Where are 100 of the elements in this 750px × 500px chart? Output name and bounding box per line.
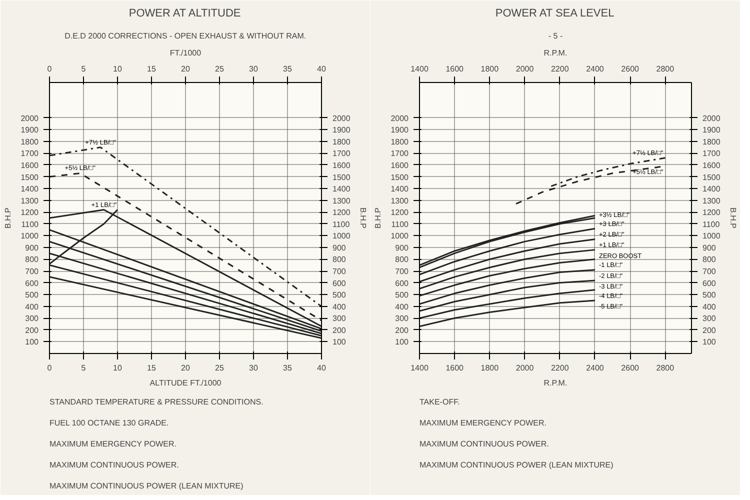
text: STANDARD TEMPERATURE & PRESSURE CONDITIONS. (50, 398, 264, 406)
y-tick-label: 1800 (390, 137, 410, 146)
y2-tick-label: 1900 (332, 126, 351, 135)
y2-tick-label: 600 (332, 278, 346, 288)
text: FUEL 100 OCTANE 130 GRADE. (50, 418, 169, 428)
y-tick-label: 1300 (390, 196, 410, 206)
x2-tick-label: 1400 (410, 364, 429, 372)
x-tick-label: 25 (215, 64, 224, 74)
y-tick-label: 1900 (20, 126, 40, 135)
x2-tick-label: 0 (47, 364, 52, 372)
x2-tick-label: 30 (249, 364, 258, 372)
y2-tick-label: 2000 (332, 114, 351, 123)
x2-tick-label: 2400 (586, 364, 604, 372)
chart-subtitle: - 5 - (548, 32, 563, 40)
y2-tick-label: 1200 (702, 208, 721, 218)
y2-tick-label: 1700 (702, 149, 721, 158)
y-tick-label: 1000 (390, 232, 410, 241)
x-tick-label: 1400 (410, 64, 429, 74)
y2-tick-label: 900 (702, 243, 716, 252)
y2-tick-label: 400 (702, 302, 716, 312)
x-tick-label: 1600 (446, 64, 464, 74)
y2-tick-label: 1600 (332, 160, 351, 170)
y2-tick-label: 600 (702, 278, 716, 288)
y-tick-label: 1600 (20, 160, 40, 170)
x2-tick-label: 2200 (550, 364, 570, 372)
y-tick-label: 800 (25, 255, 40, 264)
y-tick-label: 2000 (20, 114, 40, 123)
x2-tick-label: 25 (215, 364, 224, 372)
y-tick-label: 100 (395, 338, 410, 347)
x-tick-label: 40 (317, 64, 326, 74)
chart-title: POWER AT SEA LEVEL (495, 8, 614, 20)
y2-tick-label: 1400 (702, 184, 721, 194)
y-tick-label: 1100 (21, 220, 40, 229)
text: MAXIMUM EMERGENCY POWER. (50, 440, 176, 448)
x2-tick-label: 15 (147, 364, 156, 372)
y2-tick-label: 2000 (702, 114, 721, 123)
y2-tick-label: 200 (332, 326, 346, 335)
y2-tick-label: 1300 (702, 196, 721, 206)
x-axis-title: R.P.M. (544, 378, 568, 388)
y-tick-label: 400 (25, 302, 40, 312)
y2-tick-label: 700 (702, 267, 716, 276)
x-tick-label: 30 (249, 64, 258, 74)
y-tick-label: 400 (395, 302, 410, 312)
y-tick-label: 900 (395, 243, 410, 252)
y2-tick-label: 800 (702, 255, 716, 264)
x2-tick-label: 20 (181, 364, 190, 372)
y-axis-title: B.H.P (374, 208, 383, 228)
text: MAXIMUM EMERGENCY POWER. (420, 418, 546, 428)
y-axis-title: B.H.P (4, 208, 13, 228)
x-tick-label: 15 (147, 64, 156, 74)
y-tick-label: 100 (25, 338, 40, 347)
y-tick-label: 500 (395, 290, 410, 300)
x-tick-label: 2000 (516, 64, 534, 74)
y-tick-label: 1800 (20, 137, 40, 146)
x-tick-label: 10 (113, 64, 122, 74)
y-tick-label: 200 (25, 326, 40, 335)
text: MAXIMUM CONTINUOUS POWER. (420, 440, 549, 448)
x2-tick-label: 2600 (621, 364, 640, 372)
y2-tick-label: 1700 (332, 149, 351, 158)
y2-axis-title: B.H.P (728, 208, 738, 228)
x-tick-label: 2200 (550, 64, 570, 74)
y2-tick-label: 100 (332, 338, 346, 347)
x2-axis-title: R.P.M. (544, 48, 568, 58)
y2-tick-label: 1800 (332, 137, 351, 146)
text: TAKE-OFF. (420, 398, 460, 406)
x2-tick-label: 2800 (656, 364, 675, 372)
y-tick-label: 1300 (20, 196, 40, 206)
x2-tick-label: 10 (113, 364, 122, 372)
text: MAXIMUM CONTINUOUS POWER (LEAN MIXTURE) (50, 482, 244, 490)
y2-tick-label: 1500 (702, 172, 721, 182)
y-tick-label: 800 (395, 255, 410, 264)
x-tick-label: 0 (47, 64, 52, 74)
y2-axis-title: B.H.P (358, 208, 368, 228)
x-tick-label: 35 (283, 64, 292, 74)
x2-tick-label: 40 (317, 364, 326, 372)
y-tick-label: 2000 (390, 114, 410, 123)
y-tick-label: 1500 (390, 172, 410, 182)
y2-tick-label: 700 (332, 267, 346, 276)
y2-tick-label: 100 (702, 338, 716, 347)
y2-tick-label: 1400 (332, 184, 351, 194)
y2-tick-label: 900 (332, 243, 346, 252)
y-tick-label: 300 (395, 314, 410, 324)
y-tick-label: 1900 (390, 126, 410, 135)
y2-tick-label: 300 (332, 314, 346, 324)
y-tick-label: 1400 (20, 184, 40, 194)
y2-tick-label: 1200 (332, 208, 351, 218)
y2-tick-label: 1500 (332, 172, 351, 182)
y-tick-label: 300 (25, 314, 40, 324)
y-tick-label: 1100 (391, 220, 410, 229)
x2-tick-label: 1800 (480, 364, 500, 372)
x-tick-label: 2400 (586, 64, 604, 74)
x-axis-title: ALTITUDE FT./1000 (150, 378, 222, 388)
y-tick-label: 1500 (20, 172, 40, 182)
y2-tick-label: 1300 (332, 196, 351, 206)
y-tick-label: 1200 (390, 208, 410, 218)
y-tick-label: 1200 (20, 208, 40, 218)
text: MAXIMUM CONTINUOUS POWER. (50, 460, 179, 470)
x2-tick-label: 5 (81, 364, 86, 372)
x-tick-label: 2800 (656, 64, 675, 74)
x2-tick-label: 1600 (446, 364, 464, 372)
